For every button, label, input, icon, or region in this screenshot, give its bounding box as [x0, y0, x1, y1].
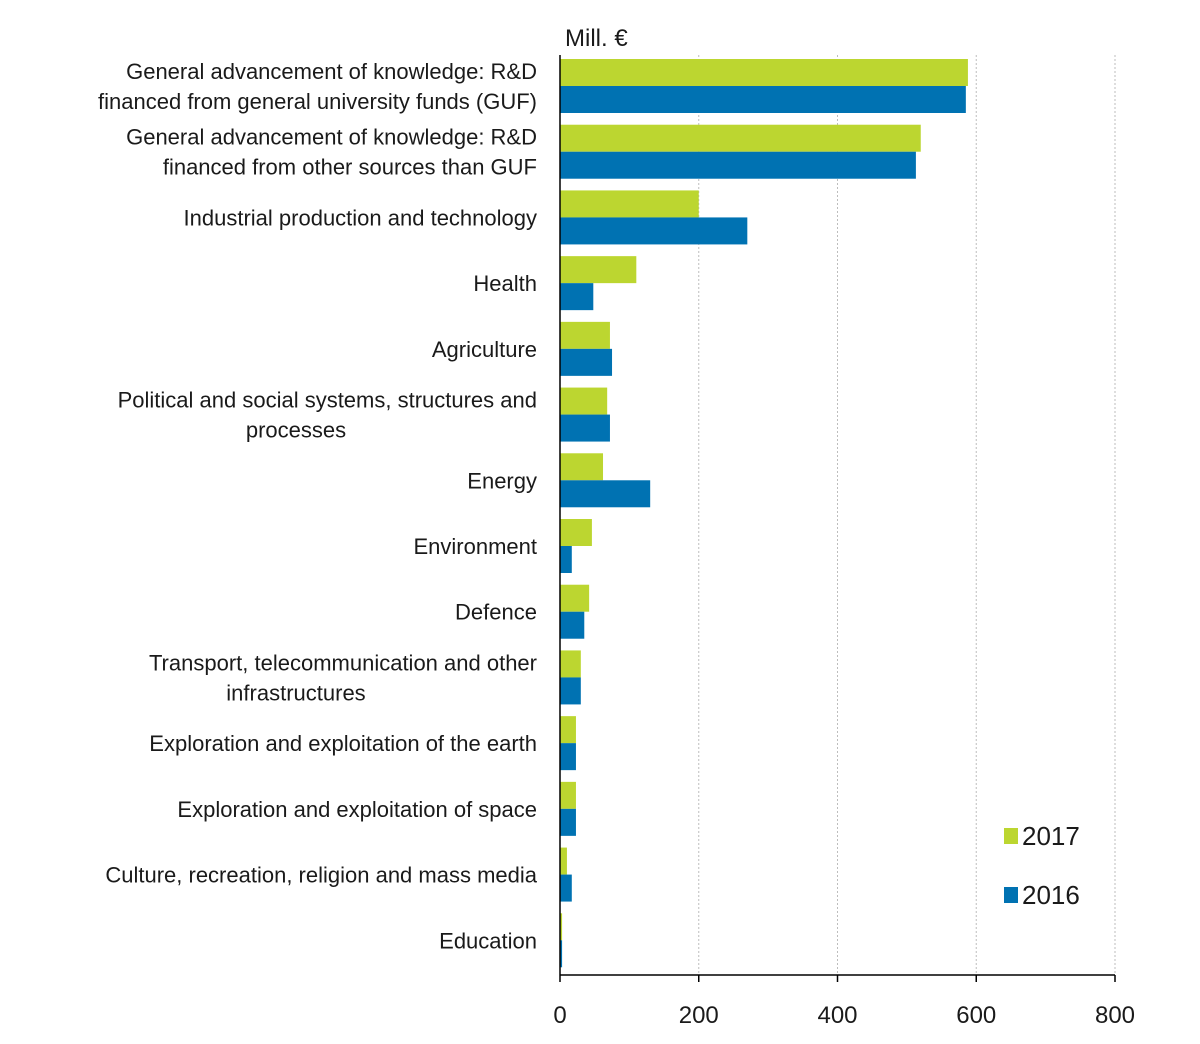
- legend-label-2016: 2016: [1022, 880, 1080, 910]
- category-label-line: Health: [473, 271, 537, 296]
- bar-2016-6: [560, 480, 651, 508]
- category-label-12: Culture, recreation, religion and mass m…: [105, 863, 537, 888]
- bar-2017-2: [560, 190, 699, 218]
- bar-2016-4: [560, 348, 613, 376]
- category-label-6: Energy: [467, 468, 537, 493]
- category-label-line: Defence: [455, 600, 537, 625]
- bar-2016-9: [560, 677, 581, 705]
- tick-label-800: 800: [1095, 1002, 1135, 1029]
- tick-label-200: 200: [679, 1002, 719, 1029]
- bar-2017-5: [560, 387, 608, 415]
- bar-2016-13: [560, 940, 563, 968]
- legend-label-2017: 2017: [1022, 821, 1080, 851]
- bar-2016-5: [560, 414, 610, 442]
- category-label-line: General advancement of knowledge: R&D: [126, 125, 537, 150]
- bar-2016-7: [560, 546, 572, 573]
- category-label-line: financed from other sources than GUF: [163, 155, 537, 180]
- bar-2016-0: [560, 86, 966, 113]
- bar-2017-4: [560, 321, 610, 349]
- bar-2017-13: [560, 913, 563, 941]
- bars: [560, 59, 968, 968]
- bar-2017-7: [560, 519, 592, 546]
- bar-2016-1: [560, 151, 916, 179]
- bar-2016-10: [560, 743, 576, 771]
- bar-2017-10: [560, 716, 576, 744]
- unit-label: Mill. €: [565, 25, 628, 52]
- bar-2016-8: [560, 611, 585, 639]
- category-labels: General advancement of knowledge: R&D fin…: [98, 59, 538, 953]
- tick-label-400: 400: [817, 1002, 857, 1029]
- legend-swatch-2016: [1004, 887, 1018, 903]
- bar-2017-1: [560, 124, 921, 152]
- category-label-line: Energy: [467, 468, 537, 493]
- category-label-9: Transport, telecommunication and other in…: [149, 650, 537, 705]
- category-label-line: Transport, telecommunication and other: [149, 650, 537, 675]
- bar-2017-12: [560, 847, 567, 875]
- bar-2017-11: [560, 781, 576, 809]
- category-label-4: Agriculture: [432, 337, 537, 362]
- x-tick-labels: 0 200 400 600 800: [553, 975, 1135, 1029]
- category-label-line: Exploration and exploitation of space: [177, 797, 537, 822]
- bar-2016-3: [560, 283, 594, 311]
- category-label-line: processes: [246, 418, 346, 443]
- category-label-line: General advancement of knowledge: R&D: [126, 59, 537, 84]
- bar-2017-9: [560, 650, 581, 678]
- tick-label-0: 0: [553, 1002, 566, 1029]
- category-label-10: Exploration and exploitation of the eart…: [149, 731, 537, 756]
- category-label-line: financed from general university funds (…: [98, 89, 537, 114]
- category-label-13: Education: [439, 928, 537, 953]
- category-label-line: Culture, recreation, religion and mass m…: [105, 863, 537, 888]
- bar-2016-2: [560, 217, 748, 245]
- legend-swatch-2017: [1004, 828, 1018, 844]
- tick-label-600: 600: [956, 1002, 996, 1029]
- category-label-0: General advancement of knowledge: R&D fin…: [98, 59, 537, 114]
- bar-2017-6: [560, 453, 604, 481]
- bar-2017-0: [560, 59, 968, 86]
- category-label-11: Exploration and exploitation of space: [177, 797, 537, 822]
- bar-2016-12: [560, 874, 572, 902]
- category-label-5: Political and social systems, structures…: [118, 388, 537, 443]
- category-label-line: Education: [439, 928, 537, 953]
- category-label-7: Environment: [413, 534, 537, 559]
- category-label-3: Health: [473, 271, 537, 296]
- category-label-1: General advancement of knowledge: R&D fin…: [126, 125, 537, 180]
- bar-2016-11: [560, 808, 576, 836]
- category-label-line: Exploration and exploitation of the eart…: [149, 731, 537, 756]
- category-label-line: Agriculture: [432, 337, 537, 362]
- bar-2017-3: [560, 256, 637, 284]
- category-label-line: Political and social systems, structures…: [118, 388, 537, 413]
- category-label-2: Industrial production and technology: [184, 205, 537, 230]
- category-label-line: Environment: [413, 534, 537, 559]
- bar-2017-8: [560, 584, 590, 612]
- category-label-line: infrastructures: [226, 680, 365, 705]
- category-label-8: Defence: [455, 600, 537, 625]
- category-label-line: Industrial production and technology: [184, 205, 537, 230]
- legend: 2017 2016: [1004, 821, 1080, 910]
